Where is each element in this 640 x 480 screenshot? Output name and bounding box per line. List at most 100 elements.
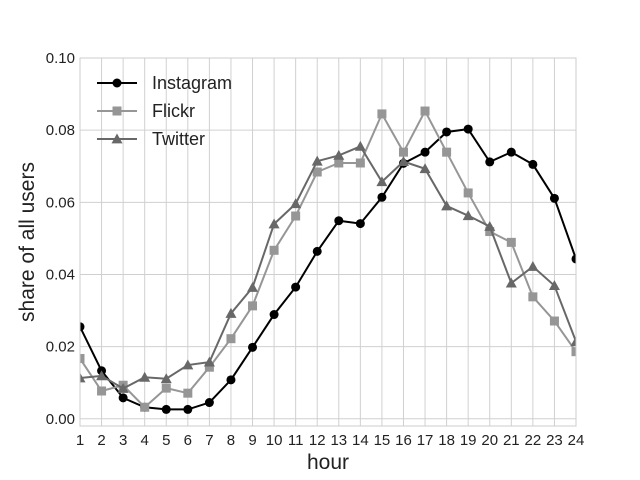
data-point-instagram xyxy=(269,310,279,320)
x-tick-label: 1 xyxy=(76,432,84,449)
grid xyxy=(79,57,577,426)
data-point-twitter xyxy=(311,155,323,166)
y-tick-label: 0.02 xyxy=(46,339,75,356)
data-point-flickr xyxy=(161,383,171,393)
data-point-instagram xyxy=(463,124,473,134)
x-tick-label: 2 xyxy=(97,432,105,449)
data-point-instagram xyxy=(226,375,236,385)
x-tick-label: 15 xyxy=(374,432,391,449)
legend-label-twitter: Twitter xyxy=(152,129,205,149)
legend: Instagram Flickr Twitter xyxy=(97,73,232,149)
legend-label-instagram: Instagram xyxy=(152,73,232,93)
data-point-twitter xyxy=(203,356,215,367)
plot-background xyxy=(80,58,576,426)
data-point-instagram xyxy=(571,254,576,264)
y-axis-ticks: 0.00 0.02 0.04 0.06 0.08 0.10 xyxy=(46,50,75,428)
data-point-flickr xyxy=(398,147,408,157)
data-point-flickr xyxy=(248,301,258,311)
data-point-instagram xyxy=(80,322,85,332)
x-axis-label: hour xyxy=(307,451,349,474)
x-tick-label: 4 xyxy=(141,432,149,449)
data-point-flickr xyxy=(506,237,516,247)
x-tick-label: 11 xyxy=(288,432,304,449)
data-point-twitter xyxy=(96,370,108,381)
data-point-twitter xyxy=(225,307,237,318)
y-tick-label: 0.00 xyxy=(46,411,75,428)
legend-marker-instagram xyxy=(112,78,122,88)
x-tick-label: 10 xyxy=(266,432,283,449)
data-point-instagram xyxy=(528,159,538,169)
series-twitter xyxy=(80,140,576,393)
legend-marker-flickr xyxy=(112,106,122,116)
x-tick-label: 17 xyxy=(417,432,434,449)
data-point-instagram xyxy=(485,157,495,167)
x-tick-label: 13 xyxy=(330,432,347,449)
data-point-instagram xyxy=(204,398,214,408)
data-point-twitter xyxy=(268,218,280,229)
data-point-twitter xyxy=(527,261,539,271)
data-point-instagram xyxy=(506,147,516,157)
x-tick-label: 14 xyxy=(352,432,369,449)
legend-marker-twitter xyxy=(111,133,123,144)
data-point-instagram xyxy=(420,147,430,157)
data-point-flickr xyxy=(377,109,387,119)
data-point-instagram xyxy=(291,282,301,292)
data-point-twitter xyxy=(441,200,453,211)
x-axis-ticks: 1 2 3 4 5 6 7 8 9 10 11 12 13 14 15 16 17 18 19 20 21 22 23 24 xyxy=(76,432,585,449)
x-tick-label: 20 xyxy=(481,432,498,449)
data-point-instagram xyxy=(161,404,171,414)
data-point-flickr xyxy=(355,158,365,168)
data-point-flickr xyxy=(140,402,150,412)
x-tick-label: 6 xyxy=(184,432,192,449)
x-tick-label: 22 xyxy=(525,432,542,449)
x-tick-label: 12 xyxy=(309,432,326,449)
data-point-instagram xyxy=(183,404,193,414)
data-point-twitter xyxy=(376,176,388,187)
y-tick-label: 0.08 xyxy=(46,122,75,139)
y-tick-label: 0.04 xyxy=(46,266,75,283)
data-point-twitter xyxy=(570,336,576,346)
data-point-instagram xyxy=(248,342,258,352)
y-tick-label: 0.06 xyxy=(46,194,75,211)
x-tick-label: 3 xyxy=(119,432,127,449)
legend-item-twitter: Twitter xyxy=(97,129,205,149)
data-point-flickr xyxy=(204,362,214,372)
data-point-flickr xyxy=(549,316,559,326)
data-point-flickr xyxy=(97,386,107,396)
data-point-twitter xyxy=(548,280,560,291)
legend-item-flickr: Flickr xyxy=(97,101,195,121)
data-point-twitter xyxy=(397,156,409,166)
x-tick-label: 18 xyxy=(438,432,455,449)
data-point-twitter xyxy=(160,373,172,384)
data-point-flickr xyxy=(226,334,236,344)
data-point-flickr xyxy=(334,158,344,168)
x-tick-label: 24 xyxy=(568,432,585,449)
legend-item-instagram: Instagram xyxy=(97,73,232,93)
data-point-twitter xyxy=(333,149,345,160)
x-tick-label: 19 xyxy=(460,432,477,449)
data-point-flickr xyxy=(442,147,452,157)
x-tick-label: 5 xyxy=(162,432,170,449)
data-point-flickr xyxy=(571,347,576,357)
data-point-instagram xyxy=(118,393,128,403)
data-point-instagram xyxy=(549,193,559,203)
x-tick-label: 16 xyxy=(395,432,412,449)
data-point-flickr xyxy=(485,227,495,237)
data-point-flickr xyxy=(312,167,322,177)
data-point-flickr xyxy=(463,188,473,198)
y-axis-label: share of all users xyxy=(16,162,39,322)
data-point-flickr xyxy=(291,211,301,221)
data-point-twitter xyxy=(182,359,194,370)
data-point-twitter xyxy=(505,277,517,288)
data-point-twitter xyxy=(462,210,474,221)
x-tick-label: 8 xyxy=(227,432,235,449)
data-point-flickr xyxy=(269,245,279,255)
data-point-twitter xyxy=(117,382,129,393)
data-point-twitter xyxy=(484,220,496,231)
data-point-instagram xyxy=(355,219,365,229)
data-point-twitter xyxy=(354,140,366,151)
data-point-instagram xyxy=(442,127,452,137)
data-point-twitter xyxy=(247,281,259,292)
x-tick-label: 21 xyxy=(503,432,520,449)
